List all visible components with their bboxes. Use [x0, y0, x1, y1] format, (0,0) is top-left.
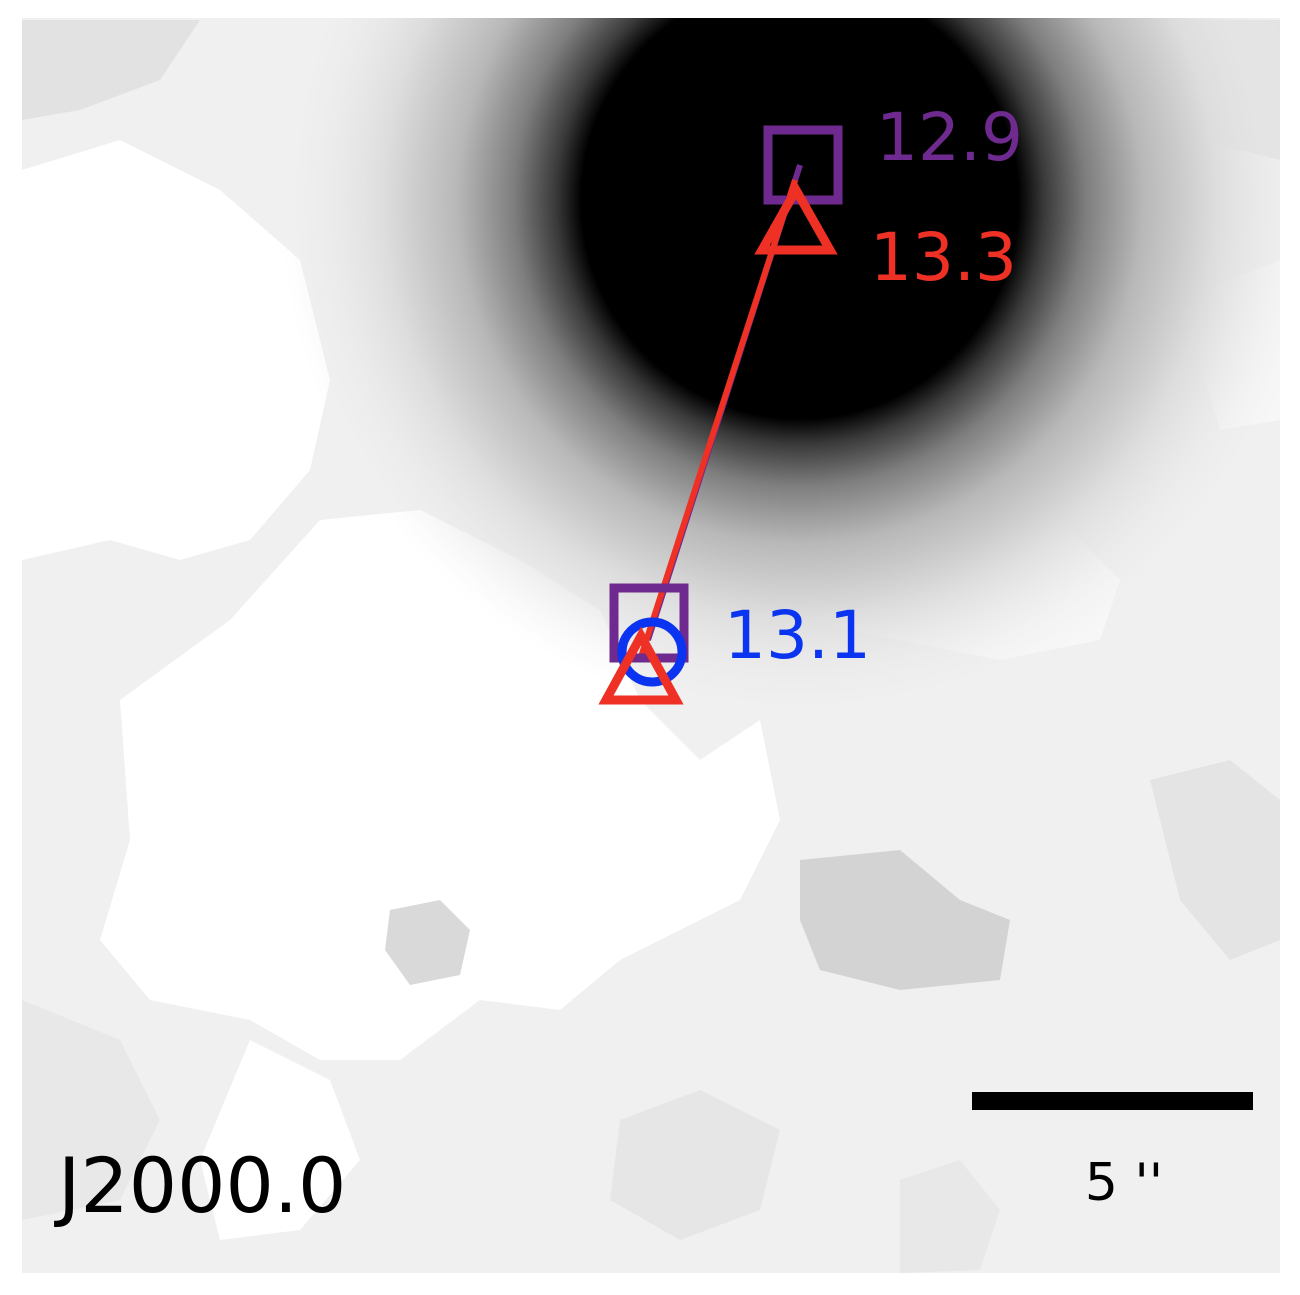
purple-magnitude-label: 12.9: [876, 99, 1023, 176]
scale-bar-label: 5 '': [1085, 1153, 1163, 1213]
red-triangle-marker-lower: [598, 626, 684, 705]
scale-bar: [972, 1092, 1253, 1110]
red-triangle-marker-upper: [754, 180, 838, 255]
red-magnitude-label: 13.3: [870, 219, 1017, 296]
blue-magnitude-label: 13.1: [724, 597, 871, 674]
epoch-label: J2000.0: [54, 1141, 346, 1230]
red-connector-line: [637, 179, 798, 661]
blue-circle-marker: [617, 617, 687, 687]
bright-source-halo: [280, 18, 1280, 720]
